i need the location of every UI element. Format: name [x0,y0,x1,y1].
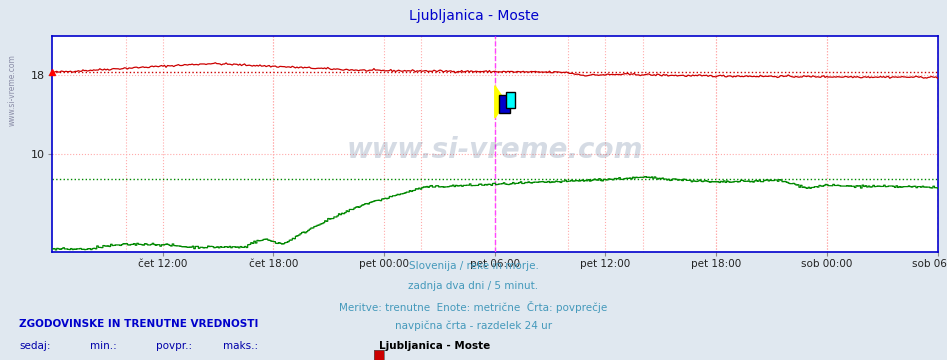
Text: povpr.:: povpr.: [156,341,192,351]
Text: sedaj:: sedaj: [19,341,50,351]
Text: Ljubljanica - Moste: Ljubljanica - Moste [379,341,490,351]
Text: min.:: min.: [90,341,116,351]
FancyBboxPatch shape [499,95,510,113]
Polygon shape [495,86,506,118]
Text: maks.:: maks.: [223,341,258,351]
Text: ZGODOVINSKE IN TRENUTNE VREDNOSTI: ZGODOVINSKE IN TRENUTNE VREDNOSTI [19,319,259,329]
Text: www.si-vreme.com: www.si-vreme.com [8,54,17,126]
Text: www.si-vreme.com: www.si-vreme.com [347,136,643,165]
Text: Slovenija / reke in morje.: Slovenija / reke in morje. [408,261,539,271]
Text: zadnja dva dni / 5 minut.: zadnja dva dni / 5 minut. [408,281,539,291]
Text: navpična črta - razdelek 24 ur: navpična črta - razdelek 24 ur [395,320,552,331]
Text: Ljubljanica - Moste: Ljubljanica - Moste [408,9,539,23]
FancyBboxPatch shape [506,92,515,108]
Text: Meritve: trenutne  Enote: metrične  Črta: povprečje: Meritve: trenutne Enote: metrične Črta: … [339,301,608,312]
